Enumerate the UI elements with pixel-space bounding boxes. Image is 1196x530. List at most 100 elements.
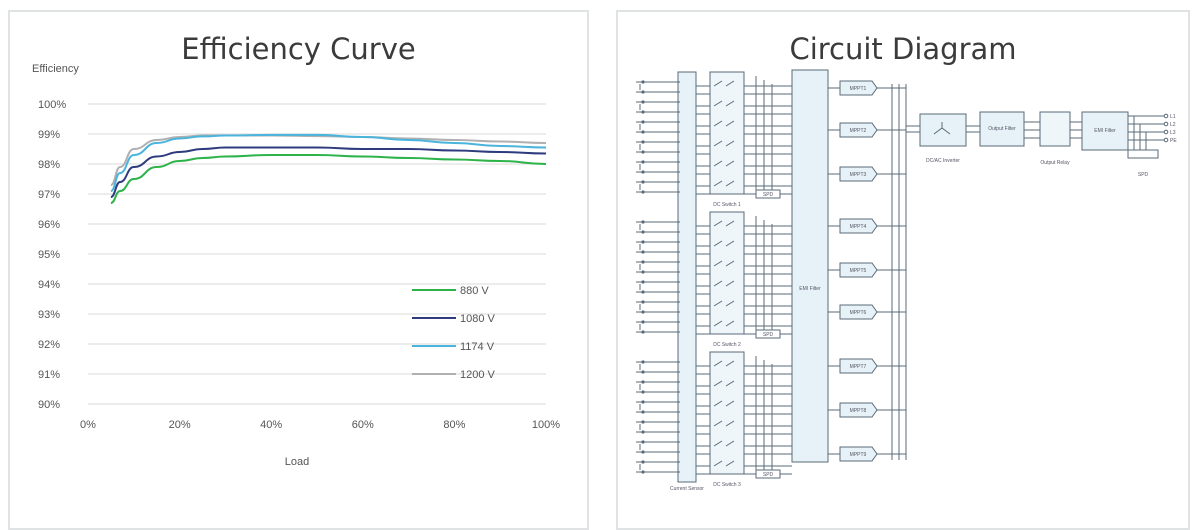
output-terminal — [1163, 129, 1169, 135]
wire — [725, 160, 735, 167]
input-terminal — [641, 90, 645, 94]
wire — [725, 180, 735, 187]
diagram-title: Circuit Diagram — [789, 32, 1017, 66]
input-terminal — [641, 190, 645, 194]
wire — [725, 400, 735, 407]
wire — [713, 400, 723, 407]
spd-label: SPD — [763, 332, 774, 338]
input-terminal — [641, 110, 645, 114]
mppt-label: MPPT1 — [850, 86, 867, 92]
input-terminal — [641, 310, 645, 314]
circuit-diagram: Current Sensor DC Switch 1 SPD DC Switch 2 S… — [636, 69, 1177, 492]
legend-label: 1080 V — [460, 313, 496, 325]
input-terminal — [641, 150, 645, 154]
mppt-block — [839, 262, 878, 278]
mppt-block — [839, 446, 878, 462]
output-spd-block — [1127, 149, 1159, 159]
mppt-block — [839, 166, 878, 182]
wire — [713, 260, 723, 267]
input-terminal — [641, 320, 645, 324]
input-terminal — [641, 250, 645, 254]
y-axis-label: Efficiency — [32, 63, 79, 75]
output-terminal — [1163, 121, 1169, 127]
legend-label: 880 V — [460, 285, 489, 297]
input-terminal — [641, 120, 645, 124]
wire — [725, 260, 735, 267]
wire — [725, 460, 735, 467]
input-terminal — [641, 140, 645, 144]
wire — [713, 220, 723, 227]
input-terminal — [641, 290, 645, 294]
y-tick-label: 94% — [38, 279, 60, 291]
input-terminal — [641, 470, 645, 474]
dc-switch-label: DC Switch 3 — [713, 482, 741, 488]
input-terminal — [641, 100, 645, 104]
wire — [725, 240, 735, 247]
legend-label: 1174 V — [460, 341, 495, 353]
wire — [713, 440, 723, 447]
series-line — [110, 146, 547, 198]
spd-block — [755, 469, 781, 479]
y-tick-label: 92% — [38, 339, 60, 351]
wire — [725, 100, 735, 107]
dc-switch-block — [709, 71, 745, 195]
efficiency-chart: Efficiency Load 100% 99% 98% 97% 96% 95% 94% 93… — [32, 63, 560, 468]
input-terminal — [641, 380, 645, 384]
input-terminal — [641, 400, 645, 404]
dc-switch-block — [709, 211, 745, 335]
spd-block — [755, 329, 781, 339]
series-line — [110, 133, 547, 192]
mppt-block — [839, 122, 878, 138]
spd-label: SPD — [763, 472, 774, 478]
y-tick-label: 91% — [38, 369, 60, 381]
wire — [713, 160, 723, 167]
output-emi-filter-label: EMI Filter — [1094, 128, 1116, 134]
input-terminal — [641, 460, 645, 464]
wire — [725, 120, 735, 127]
mppt-block — [839, 402, 878, 418]
wire — [713, 460, 723, 467]
y-tick-label: 98% — [38, 159, 60, 171]
x-tick-label: 40% — [260, 419, 282, 431]
mppt-block — [839, 304, 878, 320]
input-terminal — [641, 440, 645, 444]
input-terminal — [641, 230, 645, 234]
inverter-label: DC/AC Inverter — [926, 158, 960, 164]
output-terminal — [1163, 137, 1169, 143]
inverter-symbol — [933, 122, 951, 135]
output-label: L1 — [1170, 114, 1176, 120]
input-terminal — [641, 240, 645, 244]
input-terminal — [641, 80, 645, 84]
legend-label: 1200 V — [460, 369, 496, 381]
input-terminal — [641, 220, 645, 224]
output-spd-label: SPD — [1138, 172, 1149, 178]
x-tick-label: 80% — [443, 419, 465, 431]
wire — [725, 300, 735, 307]
wire — [713, 300, 723, 307]
output-label: L2 — [1170, 122, 1176, 128]
input-terminal — [641, 390, 645, 394]
wire — [725, 280, 735, 287]
mppt-label: MPPT5 — [850, 268, 867, 274]
y-tick-label: 99% — [38, 129, 60, 141]
input-terminal — [641, 420, 645, 424]
wire — [725, 80, 735, 87]
current-sensor-label: Current Sensor — [670, 486, 704, 492]
wire — [713, 360, 723, 367]
input-terminal — [641, 330, 645, 334]
wire — [725, 320, 735, 327]
mppt-block — [839, 358, 878, 374]
emi-filter-block — [791, 69, 829, 463]
wire — [725, 140, 735, 147]
y-tick-label: 93% — [38, 309, 60, 321]
series-line — [110, 154, 547, 204]
output-filter-label: Output Filter — [988, 126, 1016, 132]
wire — [713, 180, 723, 187]
mppt-block — [839, 218, 878, 234]
wire — [713, 320, 723, 327]
y-tick-label: 95% — [38, 249, 60, 261]
wire — [713, 240, 723, 247]
x-tick-label: 100% — [532, 419, 560, 431]
input-terminal — [641, 260, 645, 264]
y-tick-label: 100% — [38, 99, 66, 111]
